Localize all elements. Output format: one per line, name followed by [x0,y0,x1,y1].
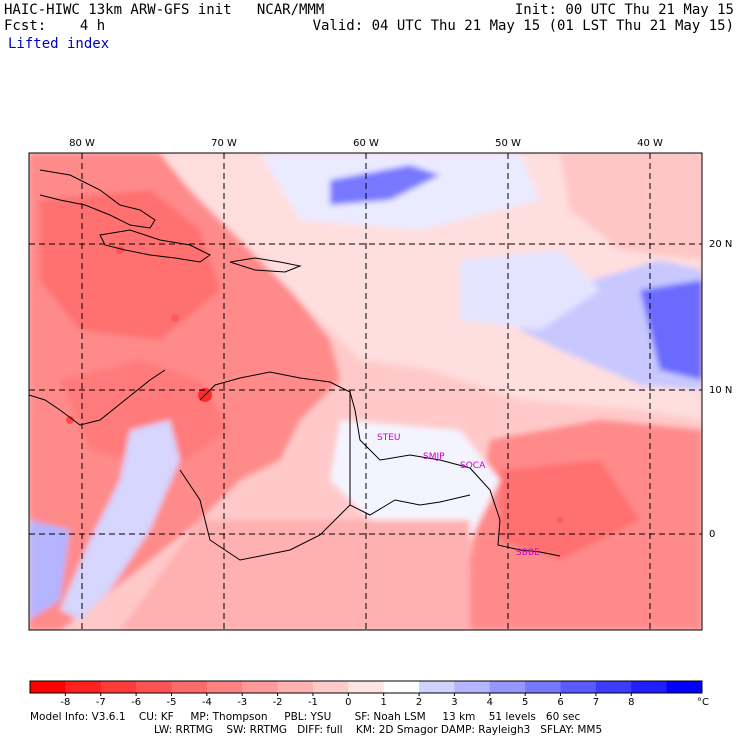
color-bar-segment [383,681,420,693]
color-bar [29,680,703,694]
color-bar-tick-label: -6 [131,697,141,708]
color-bar-segment [136,681,172,693]
color-bar-tick-label: -1 [308,697,318,708]
color-bar-segment [171,681,208,693]
map-frame [28,152,703,631]
color-bar-tick-label: -3 [237,697,247,708]
lon-label-70w: 70 W [211,138,237,149]
color-bar-segment [419,681,455,693]
map-field [29,153,702,630]
station-smjp: SMJP [423,452,445,462]
model-info-line1: Model Info: V3.6.1 CU: KF MP: Thompson P… [30,711,581,723]
init-time: Init: 00 UTC Thu 21 May 15 [514,2,734,18]
color-bar-tick-label: -8 [60,697,70,708]
color-bar-segment [206,681,243,693]
lon-label-40w: 40 W [637,138,663,149]
color-bar-tick-label: -4 [202,697,212,708]
station-sbbe: SBBE [516,548,540,558]
color-bar-tick-label: 0 [345,697,351,708]
color-bar-segment [454,681,491,693]
lat-label-0: 0 [709,529,715,540]
color-bar-tick-label: 2 [416,697,422,708]
color-bar-tick-label: 8 [628,697,634,708]
color-bar-segment [312,681,349,693]
lon-label-60w: 60 W [353,138,379,149]
color-bar-segment [65,681,102,693]
color-bar-segment [489,681,526,693]
model-info-line2: LW: RRTMG SW: RRTMG DIFF: full KM: 2D Sm… [154,724,603,736]
color-bar-tick-label: 1 [380,697,386,708]
color-bar-segment [595,681,632,693]
color-bar-segment [560,681,597,693]
lon-label-80w: 80 W [69,138,95,149]
color-bar-segment [666,681,703,693]
lon-label-50w: 50 W [495,138,521,149]
plot-title: HAIC-HIWC 13km ARW-GFS init NCAR/MMM [4,2,325,18]
lat-lon-grid [29,153,702,630]
color-bar-segment [631,681,668,693]
color-bar-segment [30,681,66,693]
color-bar-tick-label: 4 [487,697,493,708]
lat-label-20n: 20 N [709,239,732,250]
color-bar-segment [277,681,314,693]
color-bar-tick-label: -7 [96,697,106,708]
color-bar-tick-label: 6 [557,697,563,708]
color-bar-tick-label: 3 [451,697,457,708]
lat-label-10n: 10 N [709,385,732,396]
color-bar-tick-label: -5 [166,697,176,708]
fcst-label: Fcst: [4,18,47,34]
color-bar-ticks: -8 -7 -6 -5 -4 -3 -2 -1 0 1 2 3 4 5 6 7 8 [60,693,634,708]
forecast-hour: Fcst: 4 h [4,18,105,34]
color-bar-tick-label: -2 [273,697,283,708]
color-bar-segment [348,681,385,693]
valid-time: Valid: 04 UTC Thu 21 May 15 (01 LST Thu … [312,18,734,34]
color-bar-outline [29,680,703,694]
coastlines [29,169,561,561]
station-soca: SOCA [460,461,486,471]
color-bar-tick-label: 7 [593,697,599,708]
color-bar-unit: °C [697,697,709,708]
station-steu: STEU [377,433,400,443]
fcst-value: 4 h [79,18,106,34]
field-name: Lifted index [8,36,110,52]
color-bar-segment [242,681,279,693]
color-bar-segment [525,681,562,693]
color-bar-tick-label: 5 [522,697,528,708]
color-bar-segment [100,681,137,693]
